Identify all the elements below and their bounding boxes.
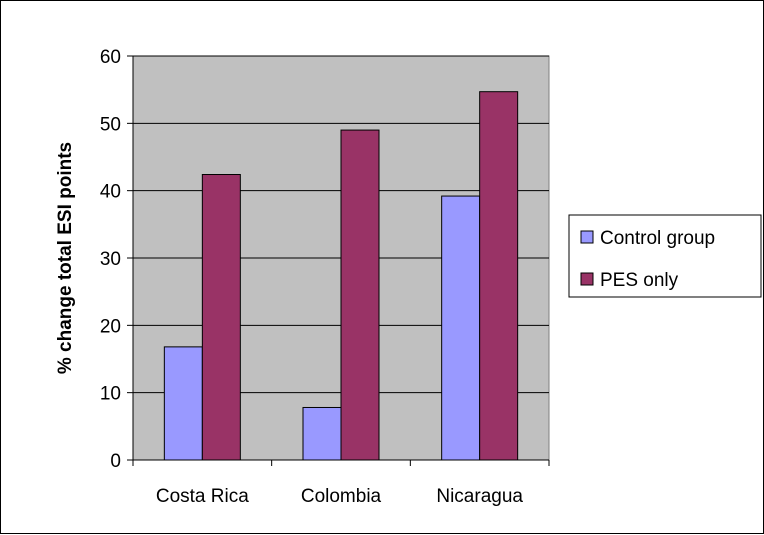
bar-control-group-nicaragua: [441, 195, 481, 461]
y-tick-label-60: 60: [100, 47, 121, 68]
axes: [127, 55, 550, 466]
y-tick-label-40: 40: [100, 182, 121, 203]
legend-swatch-control-group: [580, 230, 594, 244]
legend-box: [568, 214, 762, 298]
y-axis-title: % change total ESI points: [55, 142, 76, 374]
x-tick-label-nicaragua: Nicaragua: [436, 486, 523, 507]
y-tick-label-50: 50: [100, 114, 121, 135]
legend: Control group PES only: [568, 214, 762, 298]
legend-swatch-pes-only: [580, 272, 594, 286]
x-tick-label-colombia: Colombia: [301, 486, 382, 507]
y-tick-labels: 0 10 20 30 40 50 60: [100, 47, 121, 472]
legend-label-pes-only: PES only: [600, 270, 679, 291]
x-tick-label-costa-rica: Costa Rica: [156, 486, 249, 507]
bars: [163, 91, 519, 461]
y-tick-label-20: 20: [100, 316, 121, 337]
y-tick-label-10: 10: [100, 384, 121, 405]
bar-pes-only-colombia: [340, 129, 380, 461]
bar-pes-only-costa-rica: [201, 174, 241, 461]
bar-pes-only-nicaragua: [479, 91, 519, 461]
x-tick-labels: Costa Rica Colombia Nicaragua: [156, 486, 524, 507]
bar-control-group-costa-rica: [163, 346, 203, 461]
y-tick-label-0: 0: [110, 451, 121, 472]
bar-control-group-colombia: [302, 406, 342, 461]
legend-label-control-group: Control group: [600, 228, 715, 249]
y-tick-label-30: 30: [100, 249, 121, 270]
